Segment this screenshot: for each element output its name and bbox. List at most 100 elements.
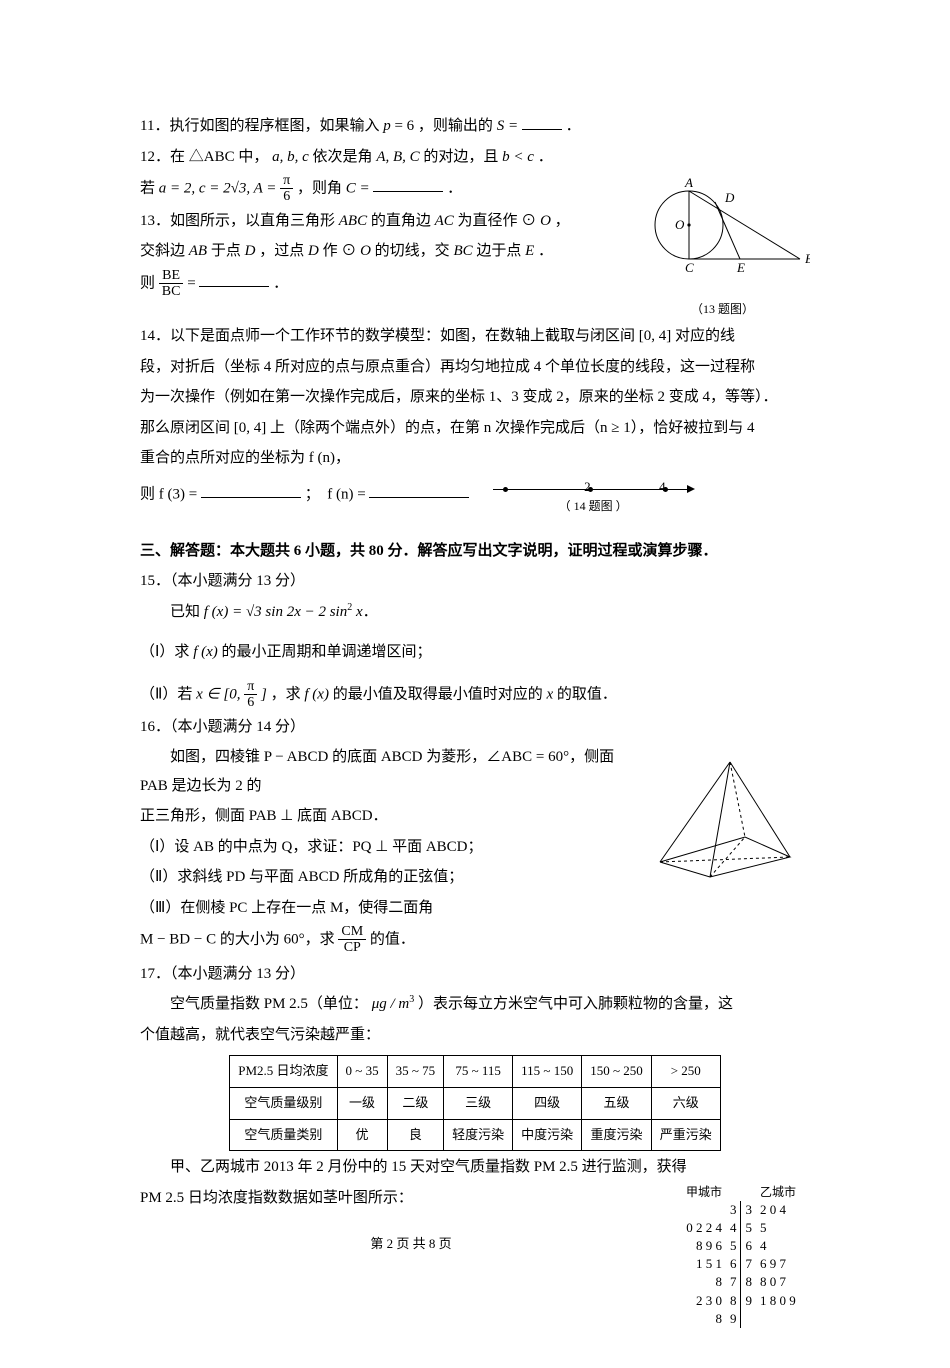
- sl-r: [756, 1310, 800, 1328]
- q14-l1: 14．以下是面点师一个工作环节的数学模型：如图，在数轴上截取与闭区间 [0, 4…: [140, 322, 810, 351]
- sl-title-l: 甲城市: [682, 1184, 726, 1201]
- q17-l1: 空气质量指数 PM 2.5（单位： μg / m3 ）表示每立方米空气中可入肺颗…: [140, 990, 810, 1019]
- q13-O: O: [540, 213, 551, 229]
- q15-p1: （Ⅰ）求 f (x) 的最小正周期和单调递增区间；: [140, 638, 810, 667]
- q13-l2g: ．: [538, 243, 553, 259]
- fig13-B: B: [805, 251, 810, 266]
- q13-E: E: [525, 243, 534, 259]
- q14-l4: 那么原闭区间 [0, 4] 上（除两个端点外）的点，在第 n 次操作完成后（n …: [140, 414, 810, 443]
- q13-l2b: 于点: [211, 243, 245, 259]
- q14-blank1: [201, 482, 301, 498]
- q13-l2a: 交斜边: [140, 243, 189, 259]
- q15-fn: π: [244, 679, 257, 695]
- q11: 11．执行如图的程序框图，如果输入 p = 6 ，则输出的 S = ．: [140, 112, 810, 141]
- sl-sr: 9: [741, 1292, 756, 1310]
- pm-c: 150 ~ 250: [582, 1056, 652, 1088]
- q12-frac-num: π: [280, 173, 293, 189]
- q15-p2e: 的取值．: [557, 686, 617, 702]
- q12-abc: a, b, c: [272, 149, 309, 165]
- q13-l3c: ．: [273, 275, 288, 291]
- num-axis: 2 4 （ 14 题图 ）: [493, 475, 693, 515]
- pm-c: 0 ~ 35: [337, 1056, 387, 1088]
- q16-p4b: 的值．: [370, 931, 415, 947]
- pm-c: 良: [387, 1119, 444, 1151]
- q17-l3: 甲、乙两城市 2013 年 2 月份中的 15 天对空气质量指数 PM 2.5 …: [140, 1153, 810, 1182]
- sl-r: 2 0 4: [756, 1201, 800, 1219]
- sl-l: 1 5 1: [682, 1255, 726, 1273]
- q11-text-b: ，则输出的: [418, 118, 497, 134]
- fig13-E: E: [736, 260, 745, 275]
- sl-s: 5: [726, 1237, 741, 1255]
- q12-l1: 12．在 △ABC 中， a, b, c 依次是角 A, B, C 的对边，且 …: [140, 143, 810, 172]
- q15-p1b: 的最小正周期和单调递增区间；: [222, 644, 432, 660]
- q12-a: 12．在: [140, 149, 189, 165]
- sl-sr: 6: [741, 1237, 756, 1255]
- q16-p4: M − BD − C 的大小为 60°，求 CM CP 的值．: [140, 924, 810, 956]
- q12-vals: a = 2, c = 2√3, A =: [159, 180, 280, 196]
- q13-l2d: 作 ⊙: [323, 243, 357, 259]
- q14-l2: 段，对折后（坐标 4 所对应的点与原点重合）再均匀地拉成 4 个单位长度的线段，…: [140, 353, 810, 382]
- pm-c: 115 ~ 150: [513, 1056, 582, 1088]
- fig13-wrap: A B C D E O （13 题图）: [635, 177, 810, 320]
- fig13-svg: A B C D E O: [635, 177, 810, 287]
- q12-frac-den: 6: [280, 189, 293, 204]
- pm-c: 75 ~ 115: [444, 1056, 513, 1088]
- sl-sr: [741, 1310, 756, 1328]
- q14-l5: 重合的点所对应的坐标为 f (n)，: [140, 444, 810, 473]
- sl-s: 8: [726, 1292, 741, 1310]
- sl-s: 9: [726, 1310, 741, 1328]
- q15-p2x: x ∈ [0,: [196, 686, 244, 702]
- q13-l2c: ，过点: [259, 243, 308, 259]
- q15-p1a: （Ⅰ）求: [140, 644, 193, 660]
- sl-l: 0 2 2 4: [682, 1219, 726, 1237]
- fig16-svg: [640, 747, 810, 897]
- q15-head: 15．（本小题满分 13 分）: [140, 567, 810, 596]
- pm-c: PM2.5 日均浓度: [230, 1056, 337, 1088]
- q15-fd: 6: [244, 695, 257, 710]
- pm-c: 三级: [444, 1088, 513, 1120]
- q13-AC: AC: [435, 213, 454, 229]
- q15-fx: f (x) = √3 sin 2x − 2 sin: [204, 604, 347, 620]
- q14-l6a: 则 f (3) =: [140, 486, 201, 502]
- q14-l6: 则 f (3) = ； f (n) = 2 4 （ 14 题图 ）: [140, 475, 810, 515]
- pm-row-1: PM2.5 日均浓度 0 ~ 35 35 ~ 75 75 ~ 115 115 ~…: [230, 1056, 721, 1088]
- q14-l3: 为一次操作（例如在第一次操作完成后，原来的坐标 1、3 变成 2，原来的坐标 2…: [140, 383, 810, 412]
- q11-text-a: 11．执行如图的程序框图，如果输入: [140, 118, 383, 134]
- q17-l1b: ）表示每立方米空气中可入肺颗粒物的含量，这: [418, 996, 733, 1012]
- q13-AB: AB: [189, 243, 207, 259]
- fig13-D: D: [724, 190, 735, 205]
- q13-D: D: [245, 243, 256, 259]
- q12-blank: [373, 176, 443, 192]
- q11-var-s: S =: [497, 118, 518, 134]
- q12-cond1: b < c: [502, 149, 534, 165]
- q12-frac: π 6: [280, 173, 293, 205]
- q12-l2c: ．: [447, 180, 462, 196]
- q12-ABC: A, B, C: [376, 149, 419, 165]
- q14-blank2: [369, 482, 469, 498]
- pm-c: 四级: [513, 1088, 582, 1120]
- q11-text-c: ．: [566, 118, 581, 134]
- q15-fx2: x: [352, 604, 362, 620]
- sl-title-r: 乙城市: [756, 1184, 800, 1201]
- axis-cap: （ 14 题图 ）: [493, 495, 693, 518]
- pm-c: 重度污染: [582, 1119, 652, 1151]
- q17-cube: 3: [409, 994, 414, 1005]
- pm-c: > 250: [651, 1056, 720, 1088]
- q16-p4a: M − BD − C 的大小为 60°，求: [140, 931, 338, 947]
- q13-O2: O: [360, 243, 371, 259]
- fig16: [640, 747, 810, 908]
- pm-row-2: 空气质量级别 一级 二级 三级 四级 五级 六级: [230, 1088, 721, 1120]
- q13-frac-num: BE: [159, 268, 184, 284]
- sl-r: 8 0 7: [756, 1273, 800, 1291]
- q12-d: 的对边，且: [423, 149, 502, 165]
- q17-unit: μg / m: [372, 996, 410, 1012]
- sl-s: 4: [726, 1219, 741, 1237]
- pm-table: PM2.5 日均浓度 0 ~ 35 35 ~ 75 75 ~ 115 115 ~…: [229, 1055, 721, 1151]
- q13-frac: BE BC: [159, 268, 184, 300]
- pm-c: 一级: [337, 1088, 387, 1120]
- q12-e: ．: [538, 149, 553, 165]
- q15-p2xv: x: [546, 686, 553, 702]
- sl-r: 4: [756, 1237, 800, 1255]
- q12-Cvar: C =: [346, 180, 370, 196]
- sl-sr: 7: [741, 1255, 756, 1273]
